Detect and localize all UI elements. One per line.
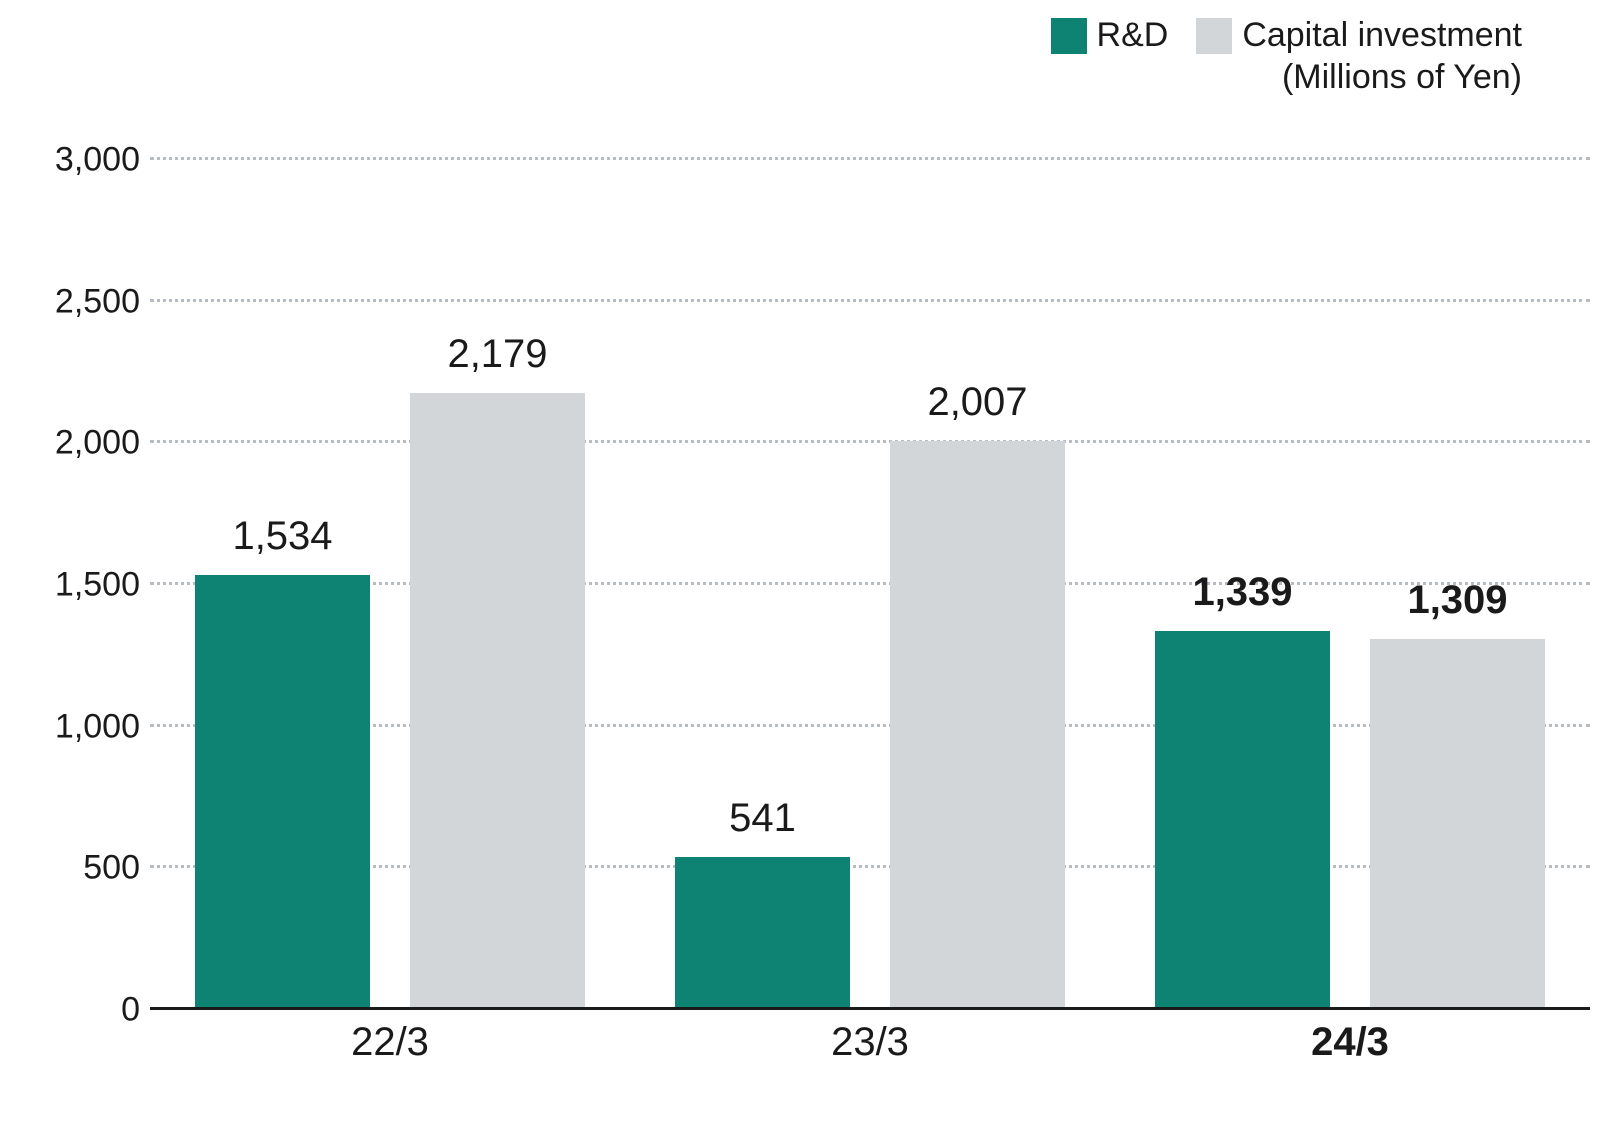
chart-container: R&D Capital investment (Millions of Yen)… [0,0,1620,1144]
y-tick-label: 0 [121,991,140,1030]
grid-line [150,157,1590,160]
bar-value-label: 1,309 [1407,578,1507,623]
x-tick-label: 22/3 [351,1020,429,1065]
y-tick-label: 3,000 [55,141,140,180]
bar-value-label: 1,534 [232,514,332,559]
bar: 1,339 [1155,631,1330,1010]
bar-value-label: 541 [729,796,796,841]
bar: 1,534 [195,575,370,1010]
bar-group: 1,5342,179 [195,393,585,1010]
x-axis-line [150,1007,1590,1010]
legend: R&D Capital investment [0,16,1620,55]
legend-item-capex: Capital investment [1196,16,1522,55]
bar-value-label: 2,007 [927,380,1027,425]
y-tick-label: 2,000 [55,424,140,463]
y-tick-label: 500 [83,849,140,888]
bar: 1,309 [1370,639,1545,1010]
legend-label-rd: R&D [1097,16,1169,55]
plot-area: 1,5342,1795412,0071,3391,309 [150,160,1590,1010]
legend-swatch-rd [1051,18,1087,54]
bar-value-label: 1,339 [1192,570,1292,615]
bar: 541 [675,857,850,1010]
grid-line [150,299,1590,302]
legend-swatch-capex [1196,18,1232,54]
y-tick-label: 1,500 [55,566,140,605]
bar: 2,007 [890,441,1065,1010]
x-tick-label: 24/3 [1311,1020,1389,1065]
bar-group: 1,3391,309 [1155,631,1545,1010]
bar-group: 541 2,007 [675,441,1065,1010]
y-tick-label: 1,000 [55,707,140,746]
y-tick-label: 2,500 [55,282,140,321]
legend-item-rd: R&D [1051,16,1169,55]
bar-value-label: 2,179 [447,332,547,377]
x-tick-label: 23/3 [831,1020,909,1065]
legend-label-capex: Capital investment [1242,16,1522,55]
bar: 2,179 [410,393,585,1010]
legend-subtitle: (Millions of Yen) [1282,58,1522,97]
